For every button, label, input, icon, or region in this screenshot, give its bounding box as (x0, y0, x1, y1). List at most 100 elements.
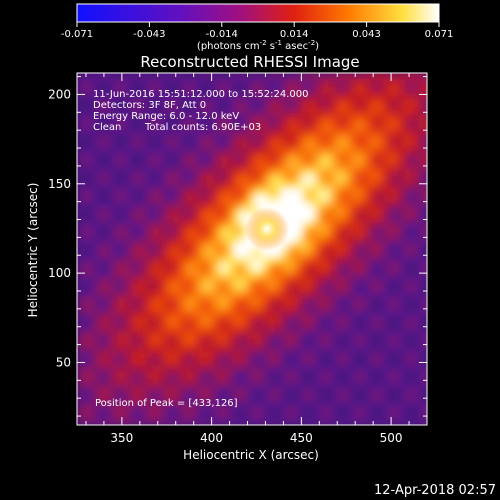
heatmap-cell (145, 112, 154, 121)
heatmap-cell (363, 411, 372, 420)
heatmap-cell (288, 207, 297, 216)
time-range: 11-Jun-2016 15:51:12.000 to 15:52:24.000 (93, 89, 309, 100)
heatmap-cell (370, 160, 379, 169)
heatmap-cell (377, 214, 386, 223)
heatmap-cell (356, 418, 365, 425)
heatmap-cell (329, 214, 338, 223)
heatmap-cell (247, 275, 256, 284)
heatmap-cell (322, 377, 331, 386)
heatmap-cell (97, 309, 106, 318)
heatmap-cell (343, 309, 351, 318)
heatmap-cell (404, 85, 413, 94)
heatmap-cell (390, 228, 399, 237)
heatmap-cell (315, 357, 324, 366)
heatmap-cell (97, 343, 106, 352)
heatmap-cell (83, 207, 92, 216)
heatmap-cell (274, 391, 283, 400)
heatmap-cell (315, 350, 324, 359)
heatmap-cell (206, 357, 215, 366)
heatmap-cell (111, 350, 120, 359)
heatmap-cell (158, 105, 167, 114)
heatmap-cell (117, 329, 126, 338)
heatmap-cell (288, 221, 297, 230)
heatmap-cell (295, 166, 304, 175)
heatmap-cell (390, 126, 399, 135)
heatmap-cell (356, 187, 365, 196)
heatmap-cell (227, 397, 236, 406)
heatmap-cell (281, 262, 290, 271)
heatmap-cell (254, 418, 263, 425)
heatmap-cell (158, 357, 167, 366)
heatmap-cell (336, 105, 345, 114)
heatmap-cell (418, 357, 427, 366)
heatmap-cell (117, 248, 126, 257)
colorbar-tick-label: -0.071 (61, 29, 93, 40)
heatmap-cell (165, 397, 174, 406)
heatmap-cell (172, 282, 181, 291)
heatmap-cell (343, 207, 351, 216)
heatmap-cell (377, 377, 386, 386)
heatmap-cell (411, 255, 420, 264)
heatmap-cell (411, 241, 420, 250)
heatmap-cell (343, 343, 351, 352)
heatmap-cell (104, 221, 113, 230)
heatmap-cell (213, 363, 222, 372)
heatmap-cell (220, 357, 229, 366)
heatmap-cell (418, 248, 427, 257)
heatmap-cell (145, 146, 154, 155)
heatmap-cell (349, 336, 358, 345)
heatmap-cell (370, 411, 379, 420)
heatmap-cell (83, 329, 92, 338)
heatmap-cell (138, 99, 147, 108)
heatmap-cell (363, 295, 372, 304)
heatmap-cell (302, 99, 311, 108)
heatmap-cell (124, 234, 133, 243)
heatmap-cell (424, 234, 427, 243)
heatmap-cell (138, 316, 147, 325)
heatmap-cell (233, 153, 242, 162)
heatmap-cell (111, 275, 120, 284)
heatmap-cell (377, 404, 386, 413)
heatmap-cell (145, 78, 154, 87)
heatmap-cell (363, 350, 372, 359)
heatmap-cell (192, 363, 201, 372)
heatmap-cell (288, 228, 297, 237)
heatmap-cell (124, 73, 133, 80)
heatmap-cell (267, 275, 276, 284)
heatmap-cell (343, 357, 351, 366)
heatmap-cell (315, 173, 324, 182)
heatmap-cell (124, 160, 133, 169)
heatmap-cell (220, 363, 229, 372)
heatmap-cell (111, 166, 120, 175)
heatmap-cell (322, 343, 331, 352)
heatmap-cell (254, 329, 263, 338)
heatmap-cell (302, 295, 311, 304)
heatmap-cell (254, 275, 263, 284)
heatmap-cell (111, 391, 120, 400)
heatmap-cell (390, 309, 399, 318)
heatmap-cell (199, 289, 208, 298)
heatmap-cell (377, 153, 386, 162)
heatmap-cell (199, 234, 208, 243)
heatmap-cell (90, 105, 99, 114)
heatmap-cell (424, 112, 427, 121)
heatmap-cell (145, 397, 154, 406)
heatmap-cell (336, 397, 345, 406)
heatmap-cell (390, 139, 399, 148)
heatmap-cell (179, 180, 188, 189)
heatmap-cell (274, 119, 283, 128)
heatmap-cell (424, 153, 427, 162)
heatmap-cell (411, 133, 420, 142)
heatmap-cell (267, 92, 276, 101)
heatmap-cell (77, 214, 85, 223)
heatmap-cell (343, 302, 351, 311)
heatmap-cell (322, 262, 331, 271)
heatmap-cell (117, 309, 126, 318)
heatmap-cell (349, 404, 358, 413)
heatmap-cell (152, 200, 161, 209)
heatmap-cell (104, 255, 113, 264)
heatmap-cell (240, 309, 249, 318)
heatmap-cell (186, 153, 195, 162)
heatmap-cell (315, 214, 324, 223)
heatmap-cell (336, 248, 345, 257)
